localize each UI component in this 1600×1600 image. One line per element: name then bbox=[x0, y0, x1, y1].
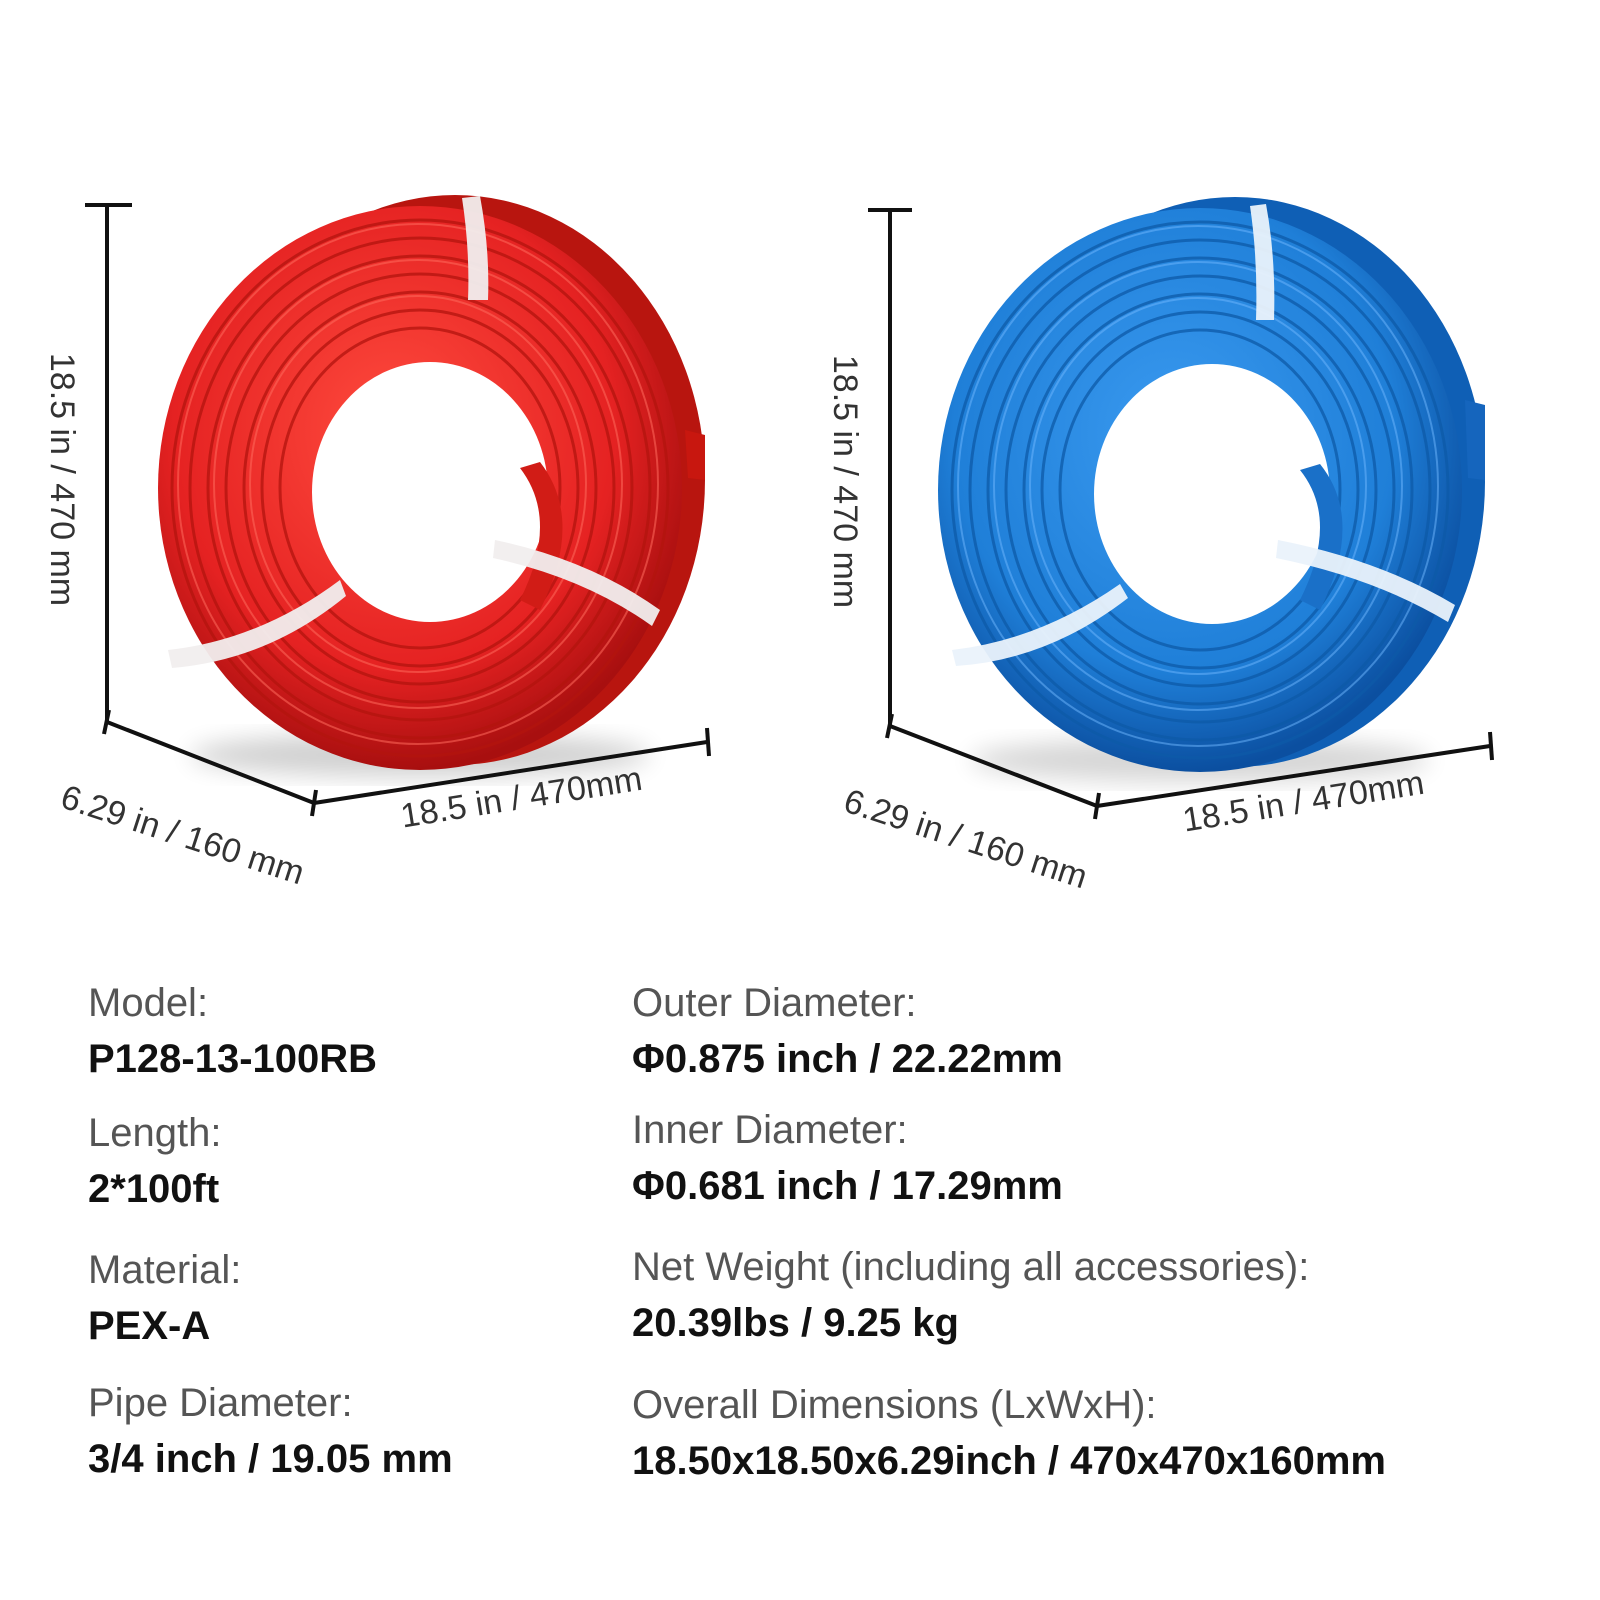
spec-inner-diameter-label: Inner Diameter: bbox=[632, 1108, 908, 1152]
specifications: Model: P128-13-100RB Length: 2*100ft Mat… bbox=[0, 960, 1600, 1560]
spec-pipe-diameter-label: Pipe Diameter: bbox=[88, 1381, 353, 1425]
spec-net-weight: Net Weight (including all accessories): … bbox=[632, 1239, 1309, 1351]
spec-overall-dimensions: Overall Dimensions (LxWxH): 18.50x18.50x… bbox=[632, 1377, 1386, 1489]
spec-inner-diameter-value: Φ0.681 inch / 17.29mm bbox=[632, 1164, 1063, 1208]
spec-outer-diameter-label: Outer Diameter: bbox=[632, 981, 917, 1025]
spec-model-label: Model: bbox=[88, 981, 209, 1025]
spec-material-value: PEX-A bbox=[88, 1304, 211, 1348]
spec-pipe-diameter-value: 3/4 inch / 19.05 mm bbox=[88, 1437, 453, 1481]
spec-model: Model: P128-13-100RB bbox=[88, 975, 377, 1087]
product-figure: 18.5 in / 470 mm 6.29 in / 160 mm 18.5 i… bbox=[43, 195, 1494, 896]
spec-material-label: Material: bbox=[88, 1248, 242, 1292]
spec-overall-dimensions-label: Overall Dimensions (LxWxH): bbox=[632, 1383, 1157, 1427]
spec-overall-dimensions-value: 18.50x18.50x6.29inch / 470x470x160mm bbox=[632, 1439, 1386, 1483]
spec-material: Material: PEX-A bbox=[88, 1242, 241, 1354]
spec-model-value: P128-13-100RB bbox=[88, 1037, 378, 1081]
spec-inner-diameter: Inner Diameter: Φ0.681 inch / 17.29mm bbox=[632, 1102, 1063, 1214]
red-height-label: 18.5 in / 470 mm bbox=[43, 352, 82, 607]
blue-pex-coil bbox=[938, 197, 1485, 782]
red-dimension-lines bbox=[85, 203, 711, 817]
spec-length-label: Length: bbox=[88, 1111, 222, 1155]
blue-dimension-lines bbox=[868, 208, 1494, 820]
spec-pipe-diameter: Pipe Diameter: 3/4 inch / 19.05 mm bbox=[88, 1375, 453, 1487]
spec-length-value: 2*100ft bbox=[88, 1167, 220, 1211]
coil-illustration bbox=[85, 195, 1494, 820]
spec-length: Length: 2*100ft bbox=[88, 1105, 221, 1217]
spec-outer-diameter: Outer Diameter: Φ0.875 inch / 22.22mm bbox=[632, 975, 1063, 1087]
spec-net-weight-value: 20.39lbs / 9.25 kg bbox=[632, 1301, 959, 1345]
spec-net-weight-label: Net Weight (including all accessories): bbox=[632, 1245, 1310, 1289]
red-pex-coil bbox=[158, 195, 705, 777]
spec-outer-diameter-value: Φ0.875 inch / 22.22mm bbox=[632, 1037, 1063, 1081]
blue-height-label: 18.5 in / 470 mm bbox=[826, 354, 865, 609]
